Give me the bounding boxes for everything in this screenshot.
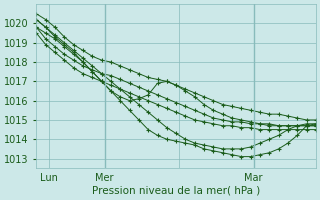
X-axis label: Pression niveau de la mer( hPa ): Pression niveau de la mer( hPa ): [92, 186, 260, 196]
